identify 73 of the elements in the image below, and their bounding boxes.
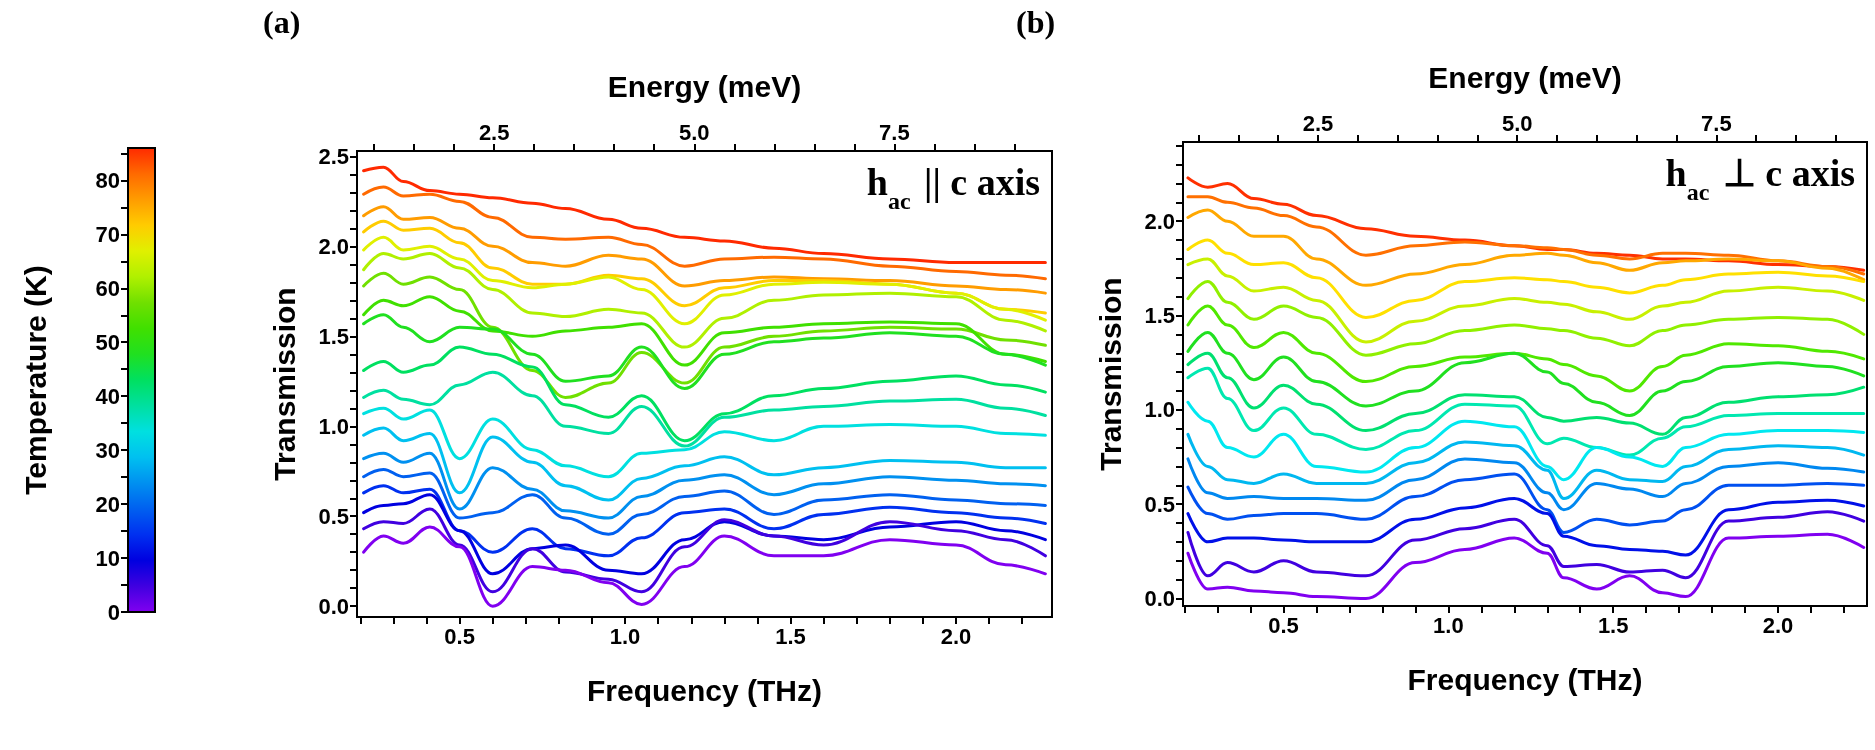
line-series xyxy=(362,406,1047,479)
y-tick-label: 1.0 xyxy=(318,413,349,439)
x2-axis-title: Energy (meV) xyxy=(607,69,802,103)
x2-axis-title: Energy (meV) xyxy=(1428,60,1622,94)
x-axis-title: Frequency (THz) xyxy=(1407,662,1643,696)
line-series xyxy=(1186,351,1866,436)
line-series xyxy=(1186,510,1866,580)
line-series xyxy=(362,426,1047,502)
y-tick-label: 1.5 xyxy=(318,323,349,349)
x-tick-label: 1.5 xyxy=(775,623,806,649)
x-tick-label: 2.0 xyxy=(1762,612,1794,638)
x2-tick-label: 5.0 xyxy=(1501,110,1533,136)
line-series xyxy=(362,525,1047,608)
x-tick-label: 1.5 xyxy=(1597,612,1629,638)
color-bar-label: 10 xyxy=(95,545,120,571)
line-series xyxy=(362,271,1047,399)
line-series xyxy=(1186,257,1866,344)
line-series xyxy=(1186,457,1866,512)
line-series xyxy=(362,345,1047,443)
color-bar-label: 70 xyxy=(95,221,120,247)
line-series xyxy=(362,467,1047,536)
x2-tick-label: 7.5 xyxy=(879,119,910,145)
line-series xyxy=(362,313,1047,390)
color-bar-label: 40 xyxy=(95,383,120,409)
line-series xyxy=(362,451,1047,520)
y-tick-label: 2.0 xyxy=(1144,208,1175,234)
y-axis-title: Transmission xyxy=(267,287,301,481)
line-series xyxy=(1186,366,1866,457)
y-tick-label: 1.5 xyxy=(1144,303,1175,329)
x2-tick-label: 2.5 xyxy=(1302,110,1334,136)
x-tick-label: 2.0 xyxy=(940,623,972,649)
text: (b) xyxy=(1016,4,1056,40)
x-tick-label: 0.5 xyxy=(444,623,475,649)
y-tick-label: 0.0 xyxy=(318,593,349,619)
line-series xyxy=(362,507,1047,594)
line-series xyxy=(1186,532,1866,600)
y-tick-label: 1.0 xyxy=(1144,397,1175,423)
line-series xyxy=(1186,280,1866,357)
color-bar-label: 60 xyxy=(95,275,120,301)
color-bar-label: 0 xyxy=(107,599,120,625)
x-tick-label: 0.5 xyxy=(1268,612,1299,638)
x-axis-title: Frequency (THz) xyxy=(586,673,823,707)
x-tick-label: 1.0 xyxy=(1433,612,1464,638)
line-series xyxy=(362,484,1047,558)
line-series xyxy=(362,370,1047,448)
color-bar-label: 30 xyxy=(95,437,120,463)
line-series xyxy=(1186,496,1866,557)
line-series xyxy=(1186,304,1866,393)
x-tick-label: 1.0 xyxy=(609,623,641,649)
x2-tick-label: 5.0 xyxy=(678,119,710,145)
line-series xyxy=(1186,238,1866,319)
color-bar-title: Temperature (K) xyxy=(18,265,52,495)
line-series xyxy=(1186,400,1866,482)
color-bar-label: 50 xyxy=(95,329,120,355)
line-series xyxy=(1186,331,1866,417)
y-tick-label: 2.0 xyxy=(318,233,349,259)
x2-tick-label: 2.5 xyxy=(478,119,510,145)
color-bar-label: 80 xyxy=(95,167,120,193)
y-tick-label: 0.5 xyxy=(318,503,349,529)
x2-tick-label: 7.5 xyxy=(1701,110,1732,136)
y-axis-title: Transmission xyxy=(1093,277,1127,471)
line-series xyxy=(1186,432,1866,500)
line-series xyxy=(362,235,1047,326)
line-series xyxy=(362,252,1047,349)
line-series xyxy=(1186,472,1866,534)
y-tick-label: 2.5 xyxy=(318,143,349,169)
text: (a) xyxy=(263,4,301,40)
y-tick-label: 0.5 xyxy=(1144,491,1175,517)
line-series xyxy=(362,165,1047,265)
line-series xyxy=(362,295,1047,367)
color-bar-label: 20 xyxy=(95,491,120,517)
line-series xyxy=(1186,208,1866,287)
y-tick-label: 0.0 xyxy=(1144,585,1175,611)
